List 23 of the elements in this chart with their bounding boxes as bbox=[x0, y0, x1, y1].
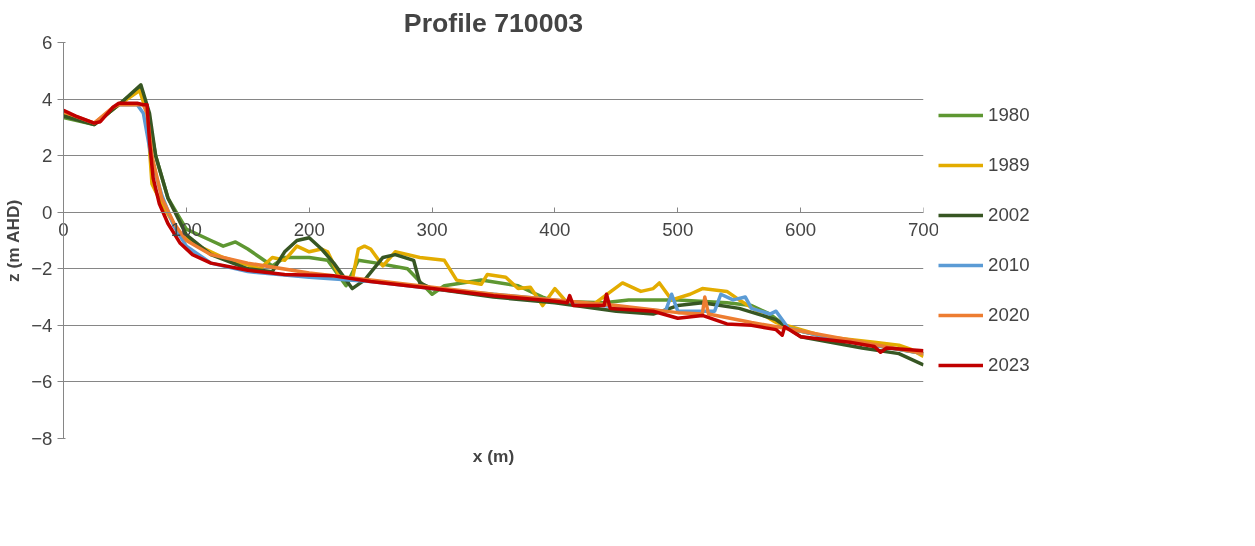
legend-label: 2002 bbox=[988, 204, 1030, 226]
legend-label: 1989 bbox=[988, 154, 1030, 176]
legend-label: 2020 bbox=[988, 304, 1030, 326]
chart-title: Profile 710003 bbox=[403, 7, 584, 38]
y-axis-title: z (m AHD) bbox=[3, 199, 24, 282]
legend-label: 2023 bbox=[988, 354, 1030, 376]
y-tick-label: 6 bbox=[42, 32, 53, 53]
y-tick-label: 4 bbox=[42, 88, 53, 110]
y-tick-label: 2 bbox=[42, 145, 53, 167]
y-tick-label: −8 bbox=[31, 428, 53, 449]
y-tick-label: −4 bbox=[31, 314, 53, 336]
x-tick-label: 400 bbox=[539, 218, 571, 240]
x-tick-label: 500 bbox=[662, 218, 694, 240]
legend-label: 2010 bbox=[988, 254, 1030, 276]
y-tick-label: −6 bbox=[31, 371, 53, 393]
x-tick-label: 300 bbox=[416, 218, 448, 240]
x-axis-title: x (m) bbox=[472, 445, 515, 466]
legend-label: 1980 bbox=[988, 104, 1030, 126]
x-tick-label: 700 bbox=[907, 218, 940, 240]
y-tick-label: −2 bbox=[31, 258, 53, 280]
y-tick-label: 0 bbox=[42, 201, 53, 223]
x-tick-label: 200 bbox=[293, 218, 325, 240]
x-tick-label: 600 bbox=[785, 218, 817, 240]
